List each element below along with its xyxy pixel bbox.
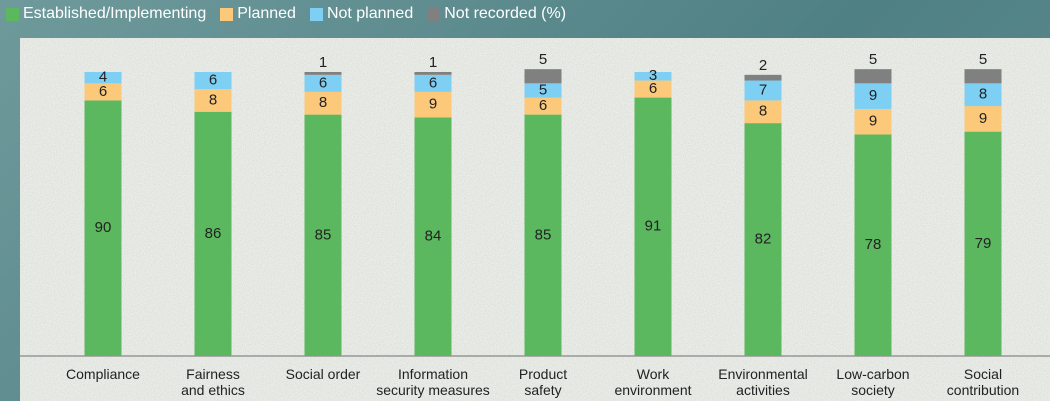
bar-segment bbox=[414, 117, 452, 356]
bar-segment bbox=[744, 74, 782, 81]
data-label: 6 bbox=[539, 97, 547, 114]
data-label: 2 bbox=[759, 57, 767, 74]
x-tick-label: Social order bbox=[285, 366, 361, 382]
data-label: 4 bbox=[99, 69, 107, 86]
data-label: 8 bbox=[759, 103, 767, 120]
bar-segment bbox=[634, 97, 672, 356]
bar-segment bbox=[524, 69, 562, 84]
legend-item: Not planned bbox=[309, 5, 414, 23]
x-tick-label: Fairness and ethics bbox=[181, 366, 245, 398]
data-label: 7 bbox=[759, 81, 767, 98]
data-label: 6 bbox=[209, 71, 217, 88]
data-label: 1 bbox=[319, 54, 327, 71]
data-label: 3 bbox=[649, 67, 657, 84]
bar-segment bbox=[744, 123, 782, 357]
x-tick-label: Social contribution bbox=[946, 366, 1020, 398]
bar-segment bbox=[854, 69, 892, 84]
bar-segment bbox=[304, 74, 342, 92]
data-label: 9 bbox=[429, 96, 437, 113]
bar-segment bbox=[194, 111, 232, 356]
bar-segment bbox=[414, 72, 452, 75]
bar-segment bbox=[964, 131, 1002, 356]
legend-label: Planned bbox=[237, 5, 296, 22]
bar-segment bbox=[744, 80, 782, 101]
data-label: 78 bbox=[865, 236, 882, 253]
data-label: 5 bbox=[539, 81, 547, 98]
data-label: 91 bbox=[645, 218, 662, 235]
data-label: 85 bbox=[315, 226, 332, 243]
data-label: 6 bbox=[319, 74, 327, 91]
x-tick-label: Compliance bbox=[66, 366, 140, 382]
bar-segment bbox=[524, 97, 562, 115]
legend-label: Not recorded (%) bbox=[444, 5, 567, 22]
x-tick-label: Product safety bbox=[518, 366, 568, 398]
x-tick-label: Work environment bbox=[614, 366, 692, 398]
bar-segment bbox=[194, 89, 232, 112]
bar-segment bbox=[524, 114, 562, 356]
legend-item: Established/Implementing bbox=[6, 5, 206, 23]
x-tick-label: Information security measures bbox=[376, 366, 490, 398]
data-label: 5 bbox=[869, 51, 877, 68]
bar-segment bbox=[854, 134, 892, 356]
data-label: 9 bbox=[869, 87, 877, 104]
bar-segment bbox=[634, 72, 672, 81]
bar-segment bbox=[194, 72, 232, 90]
data-label: 84 bbox=[425, 228, 442, 245]
legend-item: Not recorded (%) bbox=[427, 5, 566, 23]
bar-segment bbox=[854, 83, 892, 109]
x-tick-label: Environmental activities bbox=[718, 366, 808, 398]
x-tick-label: Low-carbon society bbox=[836, 366, 910, 398]
bar-segment bbox=[304, 72, 342, 75]
bar-segment bbox=[84, 100, 122, 357]
legend-swatch bbox=[427, 7, 441, 21]
legend-swatch bbox=[220, 7, 234, 21]
data-label: 8 bbox=[319, 94, 327, 111]
bar-segment bbox=[414, 74, 452, 92]
legend-item: Planned bbox=[220, 5, 296, 23]
bar-segment bbox=[634, 80, 672, 98]
data-label: 6 bbox=[429, 74, 437, 91]
bar-segment bbox=[304, 91, 342, 115]
data-label: 9 bbox=[979, 110, 987, 127]
data-label: 9 bbox=[869, 113, 877, 130]
data-label: 8 bbox=[979, 86, 987, 103]
data-label: 8 bbox=[209, 91, 217, 108]
data-label: 79 bbox=[975, 235, 992, 252]
data-label: 5 bbox=[979, 51, 987, 68]
data-label: 5 bbox=[539, 51, 547, 68]
bar-segment bbox=[744, 100, 782, 124]
data-label: 1 bbox=[429, 54, 437, 71]
bar-segment bbox=[414, 91, 452, 118]
data-label: 6 bbox=[649, 80, 657, 97]
bar-segment bbox=[84, 83, 122, 101]
data-label: 82 bbox=[755, 231, 772, 248]
bar-segment bbox=[524, 83, 562, 98]
data-label: 86 bbox=[205, 225, 222, 242]
data-label: 6 bbox=[99, 83, 107, 100]
legend-swatch bbox=[309, 7, 323, 21]
bar-segment bbox=[854, 108, 892, 135]
legend-swatch bbox=[6, 7, 19, 21]
bar-segment bbox=[84, 72, 122, 84]
legend-label: Established/Implementing bbox=[23, 5, 207, 22]
bar-segment bbox=[964, 69, 1002, 84]
legend-label: Not planned bbox=[326, 5, 414, 22]
data-label: 90 bbox=[95, 219, 112, 236]
bar-segment bbox=[964, 106, 1002, 132]
bar-segment bbox=[304, 114, 342, 356]
bar-segment bbox=[964, 83, 1002, 107]
legend: Established/Implementing Planned Not plann… bbox=[6, 5, 566, 23]
data-label: 85 bbox=[535, 226, 552, 243]
